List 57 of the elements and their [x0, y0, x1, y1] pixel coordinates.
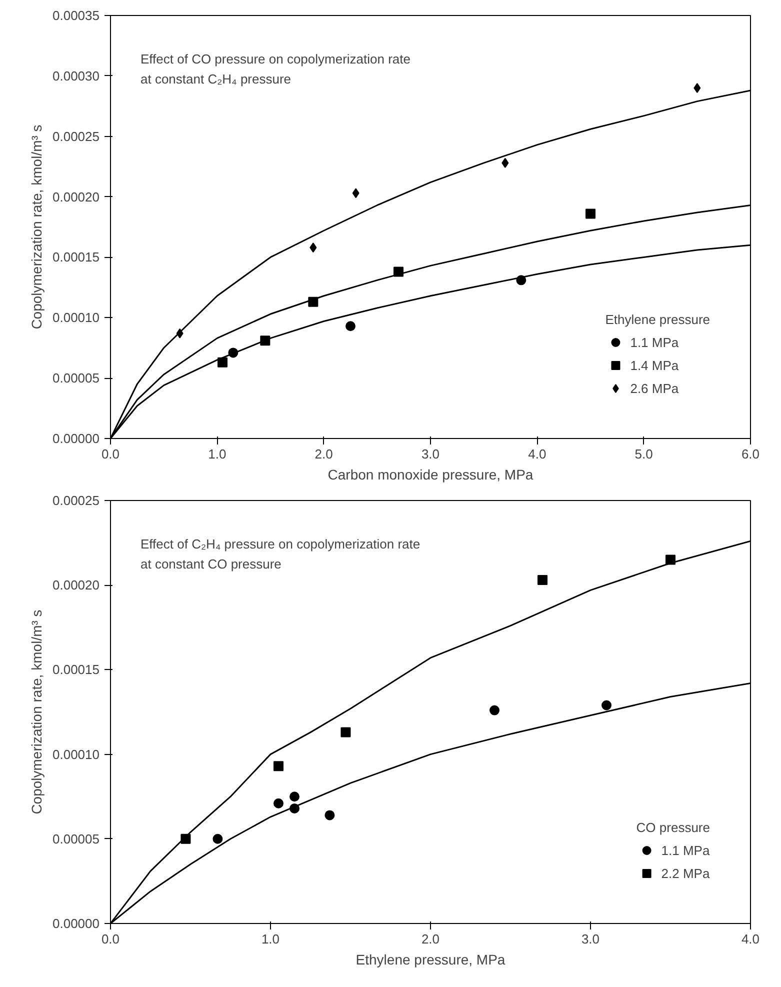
point	[324, 810, 335, 820]
x-tick-label: 0.0	[101, 446, 120, 462]
x-tick-label: 6.0	[741, 446, 760, 462]
y-tick-label: 0.00035	[52, 8, 100, 23]
point	[694, 83, 701, 94]
y-tick-label: 0.00020	[52, 189, 100, 204]
point	[212, 834, 223, 844]
annotation: Effect of C₂H₄ pressure on copolymerization rate	[140, 536, 420, 552]
x-tick-label: 0.0	[101, 932, 120, 946]
y-tick-label: 0.00030	[52, 68, 100, 84]
point	[586, 208, 596, 219]
annotation: at constant C₂H₄ pressure	[140, 72, 292, 86]
y-tick-label: 0.00015	[52, 662, 100, 678]
point	[274, 798, 284, 808]
x-axis-title: Ethylene pressure, MPa	[356, 952, 506, 968]
y-tick-label: 0.00025	[52, 128, 100, 144]
annotation: at constant CO pressure	[140, 556, 282, 572]
x-tick-label: 1.0	[261, 932, 280, 946]
y-tick-label: 0.00005	[52, 831, 100, 846]
annotation: Effect of CO pressure on copolymerization rate	[140, 52, 410, 66]
legend-title: CO pressure	[636, 820, 710, 835]
point	[290, 792, 300, 802]
x-axis-title: Carbon monoxide pressure, MPa	[328, 466, 534, 482]
x-tick-label: 4.0	[741, 932, 760, 946]
y-tick-label: 0.00010	[52, 746, 100, 762]
legend-label: 1.4 MPa	[630, 358, 679, 372]
point	[340, 727, 351, 738]
y-tick-label: 0.00025	[52, 493, 100, 508]
point	[218, 357, 228, 368]
legend-label: 2.2 MPa	[661, 866, 710, 880]
x-tick-label: 2.0	[421, 932, 440, 946]
point	[602, 700, 612, 710]
x-tick-label: 3.0	[581, 932, 600, 946]
legend-label: 2.6 MPa	[630, 380, 679, 396]
legend-label: 1.1 MPa	[630, 334, 679, 350]
legend-label: 1.1 MPa	[661, 842, 710, 858]
y-tick-label: 0.00000	[52, 431, 100, 446]
x-tick-label: 5.0	[634, 446, 653, 462]
x-tick-label: 3.0	[421, 446, 440, 462]
point	[490, 705, 500, 716]
y-tick-label: 0.00010	[52, 310, 100, 326]
y-axis-title: Copolymerization rate, kmol/m³ s	[28, 610, 45, 814]
y-tick-label: 0.00015	[52, 250, 100, 265]
x-tick-label: 1.0	[208, 446, 226, 462]
y-axis-title: Copolymerization rate, kmol/m³ s	[28, 124, 45, 330]
legend-title: Ethylene pressure	[605, 312, 710, 327]
point	[274, 761, 284, 772]
point	[502, 158, 509, 168]
x-tick-label: 4.0	[528, 446, 546, 462]
point	[538, 575, 548, 586]
y-tick-label: 0.00005	[52, 370, 100, 386]
y-tick-label: 0.00000	[52, 916, 100, 931]
point	[310, 242, 317, 253]
point	[346, 321, 356, 332]
x-tick-label: 2.0	[314, 446, 333, 462]
y-tick-label: 0.00020	[52, 578, 100, 593]
point	[352, 188, 360, 198]
